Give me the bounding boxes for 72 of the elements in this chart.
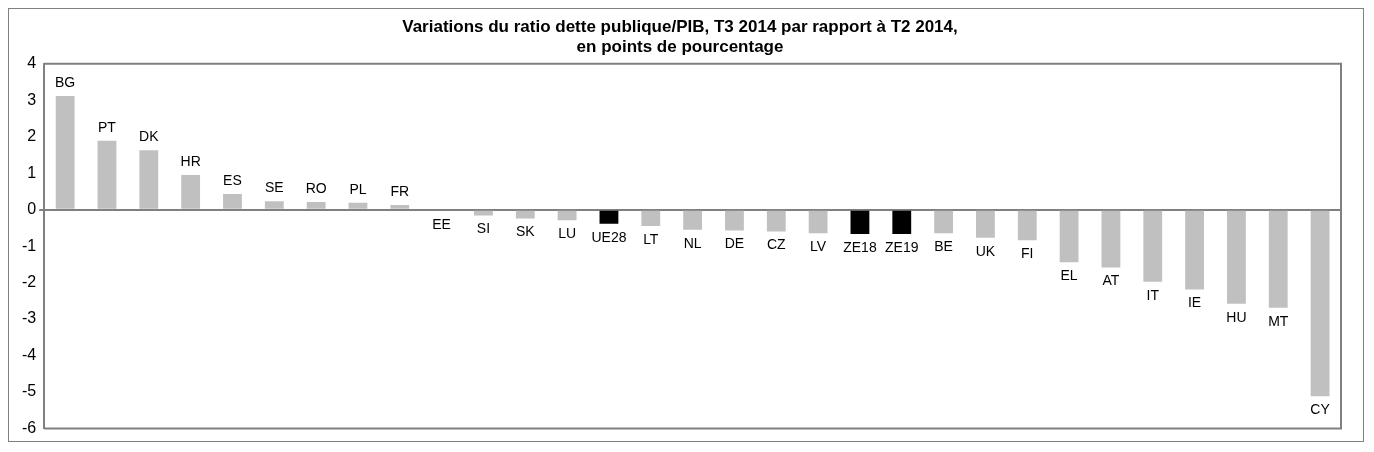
bar — [850, 210, 870, 235]
y-tick-label: -6 — [21, 418, 37, 436]
y-tick-label: 4 — [27, 54, 37, 72]
x-tick-label: IE — [1187, 294, 1202, 311]
bar — [766, 210, 786, 232]
x-tick-label: IT — [1146, 286, 1160, 303]
bar — [181, 175, 201, 209]
x-tick-label: EL — [1060, 267, 1078, 283]
x-tick-label: AT — [1102, 272, 1120, 289]
y-tick-label: -1 — [21, 236, 37, 254]
x-tick-label: BE — [934, 238, 953, 255]
x-tick-label: SI — [476, 220, 491, 237]
bar — [515, 210, 535, 219]
bar — [223, 193, 242, 209]
bar — [976, 210, 995, 238]
bar — [683, 210, 703, 230]
bar — [1310, 210, 1330, 397]
bar — [55, 95, 75, 209]
y-tick-label: 1 — [27, 163, 37, 181]
bar — [1101, 210, 1121, 268]
x-tick-label: DE — [724, 235, 745, 252]
x-tick-label: HR — [180, 152, 201, 169]
bar — [808, 210, 828, 234]
bar — [1227, 210, 1246, 304]
bar — [306, 201, 326, 209]
x-tick-label: PT — [98, 118, 117, 135]
bar — [390, 204, 410, 209]
x-tick-label: SE — [264, 179, 284, 196]
y-tick-label: -4 — [21, 345, 37, 363]
x-tick-label: FR — [390, 182, 410, 199]
x-tick-label: SK — [515, 223, 536, 240]
bar — [264, 201, 284, 209]
bar — [348, 202, 368, 209]
bar — [892, 210, 912, 235]
x-tick-label: UK — [975, 242, 996, 259]
x-tick-label: NL — [683, 234, 702, 251]
x-tick-label: ZE19 — [885, 238, 919, 255]
x-tick-label: FI — [1021, 245, 1034, 262]
y-tick-label: 2 — [27, 127, 37, 145]
bar — [1185, 210, 1204, 290]
x-tick-label: PL — [349, 180, 367, 197]
x-tick-label: RO — [305, 179, 327, 196]
x-tick-label: LT — [643, 230, 659, 247]
x-tick-label: CZ — [766, 236, 787, 253]
x-tick-label: ZE18 — [843, 238, 877, 255]
x-tick-label: CY — [1310, 401, 1331, 418]
bar — [1017, 210, 1037, 241]
x-tick-label: MT — [1268, 312, 1289, 329]
y-tick-label: 3 — [27, 90, 37, 108]
x-tick-label: DK — [139, 128, 160, 145]
bar — [1143, 210, 1163, 282]
x-tick-label: EE — [432, 215, 451, 232]
bar — [557, 210, 577, 221]
x-tick-label: ES — [223, 171, 242, 188]
y-tick-label: -3 — [21, 309, 37, 327]
bar — [934, 210, 954, 234]
bar — [725, 210, 744, 231]
x-tick-label: LV — [810, 238, 827, 255]
bar — [1059, 210, 1079, 263]
bar — [641, 210, 661, 227]
bar — [1268, 210, 1288, 308]
x-tick-label: HU — [1226, 308, 1247, 325]
y-tick-label: 0 — [27, 200, 37, 218]
x-tick-label: BG — [55, 73, 76, 90]
y-tick-label: -5 — [21, 382, 37, 400]
bar — [97, 140, 117, 209]
chart-title: Variations du ratio dette publique/PIB, T3 2014 par rapport à T2 2014, en points de pourcentage — [402, 16, 958, 57]
x-tick-label: UE28 — [591, 228, 627, 245]
x-tick-label: LU — [558, 225, 577, 242]
bar — [599, 210, 619, 224]
y-tick-label: -2 — [21, 272, 37, 290]
bar — [139, 150, 159, 209]
